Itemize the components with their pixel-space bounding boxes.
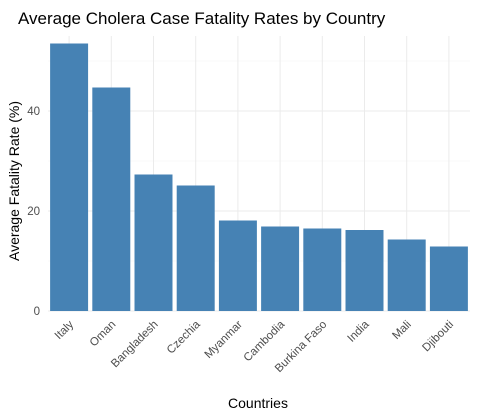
- x-tick-label: Italy: [53, 318, 77, 342]
- x-axis-title: Countries: [228, 395, 288, 411]
- bar: [50, 43, 89, 311]
- bar: [92, 87, 131, 311]
- y-tick-label: 20: [27, 206, 40, 218]
- bar: [387, 239, 426, 311]
- bar: [261, 226, 300, 311]
- y-tick-label: 40: [27, 106, 40, 118]
- bar: [429, 246, 468, 311]
- bar: [134, 174, 173, 311]
- bars: [50, 43, 468, 311]
- x-tick-label: Oman: [88, 319, 119, 350]
- bar: [218, 220, 257, 311]
- bar: [303, 228, 342, 311]
- x-tick-label: Myanmar: [203, 319, 245, 361]
- chart-title: Average Cholera Case Fatality Rates by C…: [18, 9, 386, 28]
- y-tick-label: 0: [34, 306, 40, 318]
- x-tick-label: Mali: [390, 319, 413, 342]
- y-axis-ticks: 0 20 40: [27, 106, 40, 318]
- x-tick-label: Cambodia: [242, 318, 288, 364]
- bar: [176, 185, 215, 311]
- x-tick-label: Czechia: [165, 318, 203, 356]
- x-tick-label: Djibouti: [420, 319, 456, 355]
- bar: [345, 230, 384, 311]
- x-tick-label: India: [346, 318, 373, 345]
- y-axis-title: Average Fatality Rate (%): [6, 101, 22, 261]
